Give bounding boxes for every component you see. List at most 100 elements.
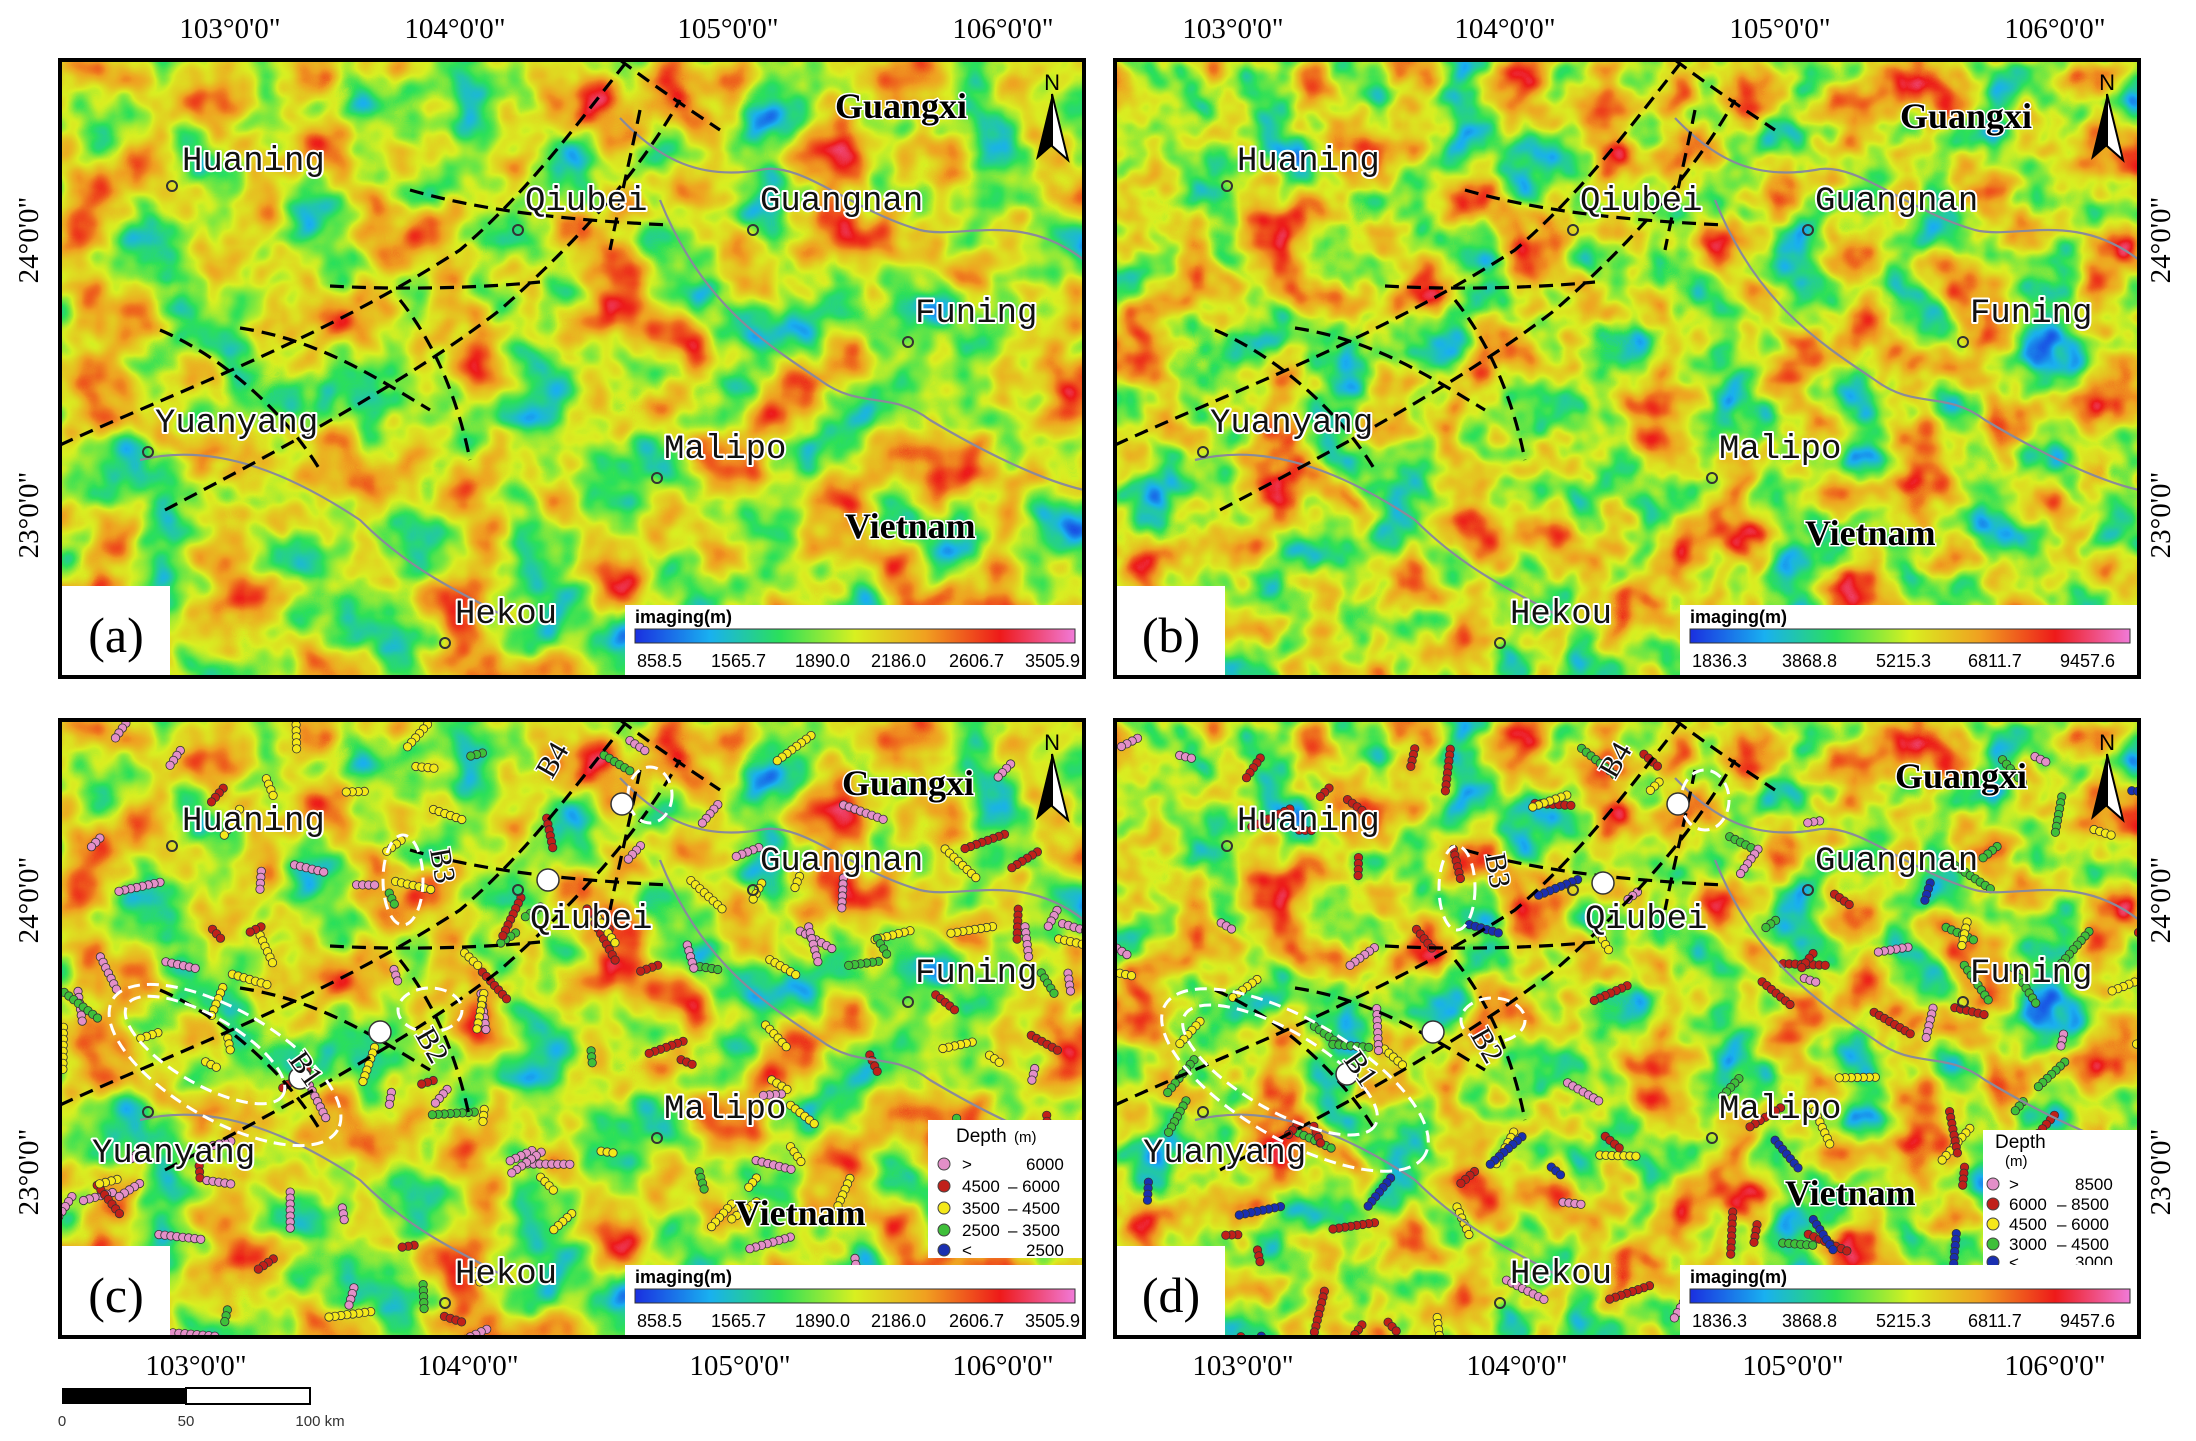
panel-d-frame — [1113, 718, 2141, 1339]
panel-d-tick-4: 6811.7 — [1968, 1311, 2022, 1331]
panel-d-depth-range-2: – 8500 — [2057, 1195, 2109, 1214]
panel-b-tick-5: 9457.6 — [2060, 651, 2115, 671]
source-point — [837, 903, 847, 913]
bottom-lon-c-1: 103°0'0" — [145, 1350, 246, 1382]
source-point — [225, 1045, 235, 1055]
source-point — [2107, 986, 2117, 996]
panel-d-imaging-raster — [1115, 720, 2139, 1337]
panel-d-belt-b2-outline — [1459, 996, 1527, 1044]
top-lon-b-1: 103°0'0" — [1182, 13, 1283, 45]
panel-c-depth-swatch-5 — [937, 1243, 951, 1257]
source-point — [1844, 899, 1854, 910]
source-point — [731, 851, 741, 861]
source-point — [1777, 1340, 1785, 1348]
source-point — [699, 1184, 709, 1194]
source-point — [1921, 1032, 1931, 1043]
panel-c-depth-swatch-4 — [937, 1223, 951, 1237]
source-point — [1226, 924, 1237, 934]
source-point — [1937, 1155, 1947, 1165]
panel-c-belt-b2-outline — [396, 986, 464, 1034]
source-point — [389, 899, 399, 909]
source-point — [1979, 1009, 1989, 1020]
panel-c-depth-legend-bg — [928, 1120, 1084, 1258]
source-point — [1306, 825, 1316, 836]
panel-b-funing-label: Funing — [1970, 295, 2092, 333]
panel-d-depth-range-3: – 6000 — [2057, 1215, 2109, 1234]
panel-c-malipo-label: Malipo — [664, 1091, 786, 1129]
source-point — [245, 927, 255, 937]
panel-c-tick-1: 858.5 — [637, 1311, 682, 1331]
source-point — [430, 1098, 440, 1108]
bottom-longitude-labels: 103°0'0" 104°0'0" 105°0'0" 106°0'0" 103°… — [145, 1350, 2105, 1382]
panel-a-yuanyang-label: Yuanyang — [155, 405, 318, 443]
latitude-labels: 24°0'0" 23°0'0" 24°0'0" 23°0'0" 24°0'0" … — [13, 197, 2177, 1216]
panel-d-tick-3: 5215.3 — [1876, 1311, 1931, 1331]
panel-a-huaning-marker — [166, 180, 178, 192]
panel-a-malipo-marker — [651, 472, 663, 484]
source-point — [262, 979, 272, 990]
panel-b-north-arrow: N — [2091, 70, 2125, 163]
panel-c-tick-6: 3505.9 — [1025, 1311, 1080, 1331]
source-point — [1968, 935, 1979, 945]
source-point — [796, 1156, 806, 1167]
source-point — [1340, 1345, 1348, 1353]
panel-c-depth-op-2: 4500 — [962, 1177, 1000, 1196]
panel-b-north-letter: N — [2099, 70, 2115, 95]
panel-c-huaning-marker — [166, 840, 178, 852]
scale-bar-label-50: 50 — [178, 1413, 195, 1430]
source-point — [1391, 1326, 1401, 1336]
source-point — [1842, 1246, 1852, 1256]
panel-b-tick-4: 6811.7 — [1968, 651, 2022, 671]
source-point — [1828, 1244, 1838, 1255]
source-point — [114, 886, 124, 896]
source-point — [1163, 1087, 1173, 1098]
panel-b-colorbar: imaging(m) 1836.3 3868.8 5215.3 6811.7 9… — [1680, 605, 2139, 677]
panel-d-hekou-label: Hekou — [1510, 1256, 1612, 1294]
panel-c-b4-center — [610, 792, 634, 816]
panel-a-north-arrow-left — [1036, 94, 1052, 160]
lat-left-top-2: 23°0'0" — [13, 472, 45, 559]
source-point — [1811, 977, 1821, 987]
panel-c-colorbar: imaging(m) 858.5 1565.7 1890.0 2186.0 26… — [625, 1265, 1084, 1337]
panel-c-depth-title: Depth — [956, 1126, 1007, 1147]
source-point — [1793, 1163, 1803, 1173]
source-point — [1749, 1237, 1759, 1248]
source-point — [1345, 960, 1355, 970]
source-point — [211, 1062, 221, 1072]
source-point — [1589, 995, 1599, 1006]
source-point — [2162, 1045, 2170, 1053]
panel-c-depth-op-4: 2500 — [962, 1221, 1000, 1240]
panel-c-b1-center — [288, 1066, 312, 1090]
source-point — [2174, 1047, 2182, 1055]
panel-c-belt-b3-label: B3 — [423, 845, 462, 885]
source-point — [472, 1024, 482, 1034]
source-point — [549, 1225, 559, 1235]
panel-d-tick-2: 3868.8 — [1782, 1311, 1837, 1331]
panel-d-belt-b1-outline — [1160, 987, 1430, 1173]
source-point — [2056, 1041, 2066, 1051]
source-point — [1838, 1338, 1846, 1346]
panel-d-depth-swatch-2 — [1986, 1197, 2000, 1211]
panel-c-depth-swatch-1 — [937, 1157, 951, 1171]
panel-c-b3-center — [536, 868, 560, 892]
bottom-lon-d-1: 103°0'0" — [1192, 1350, 1293, 1382]
panel-d-hekou-marker — [1494, 1297, 1506, 1309]
source-point — [1761, 922, 1771, 933]
source-point — [689, 963, 699, 973]
source-point — [1234, 1210, 1244, 1220]
source-point — [844, 960, 854, 970]
source-point — [827, 943, 837, 954]
source-point — [949, 1005, 960, 1015]
source-point — [1440, 786, 1450, 796]
source-point — [744, 1182, 754, 1192]
panel-d-b3-center — [1591, 871, 1615, 895]
source-point — [772, 756, 782, 766]
panel-c-qiubei-marker — [512, 884, 524, 896]
panel-a-malipo-label: Malipo — [664, 431, 786, 469]
source-point — [498, 931, 508, 941]
source-point — [285, 1223, 295, 1233]
source-point — [727, 1214, 737, 1224]
source-point — [565, 1159, 575, 1169]
panel-a-guangnan-marker — [747, 224, 759, 236]
source-point — [1803, 818, 1813, 828]
